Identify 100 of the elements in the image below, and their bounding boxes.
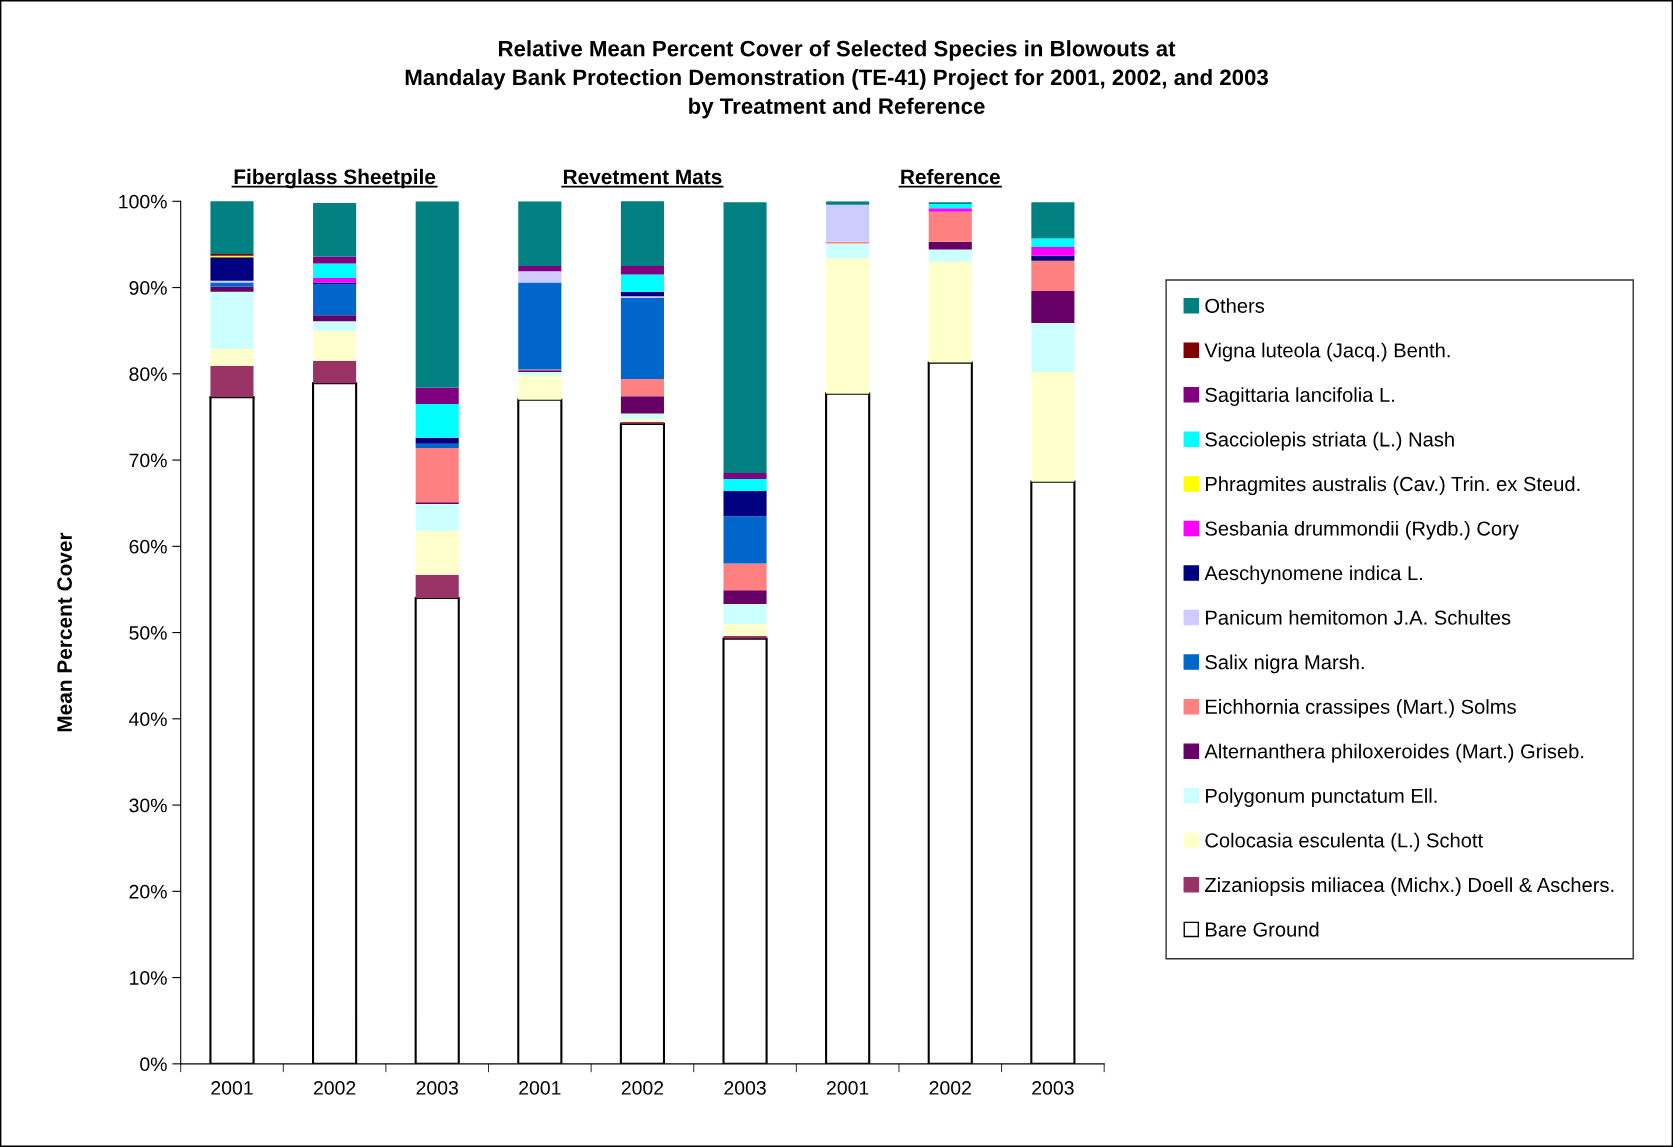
legend-label: Eichhornia crassipes (Mart.) Solms xyxy=(1206,699,1516,718)
bar xyxy=(1031,372,1075,482)
bar xyxy=(620,378,664,397)
y-tick-label: 20% xyxy=(129,884,167,899)
bar xyxy=(1031,291,1075,323)
y-tick-label: 100% xyxy=(119,194,167,209)
y-tick-label: 40% xyxy=(129,712,167,727)
bar xyxy=(210,282,254,287)
legend-label: Panicum hemitomon J.A. Schultes xyxy=(1206,609,1511,625)
y-tick-label: 10% xyxy=(130,971,167,985)
bar xyxy=(723,590,767,605)
bar xyxy=(415,387,459,404)
x-tick-label: 2003 xyxy=(416,1081,458,1095)
bar xyxy=(210,291,254,349)
x-tick-label: 2002 xyxy=(313,1081,356,1095)
bar xyxy=(210,257,254,281)
bar xyxy=(620,201,664,266)
bar xyxy=(518,201,562,266)
bar xyxy=(928,211,972,242)
x-tick-label: 2001 xyxy=(211,1081,253,1095)
bar xyxy=(928,241,972,250)
y-tick-label: 50% xyxy=(129,626,167,640)
y-tick-label: 80% xyxy=(129,367,167,382)
x-tick-label: 2003 xyxy=(1032,1081,1074,1095)
bar xyxy=(518,271,562,283)
bar xyxy=(518,265,562,272)
bar xyxy=(723,563,767,591)
bar xyxy=(928,208,972,212)
y-tick-label: 30% xyxy=(129,798,167,813)
bar xyxy=(826,258,870,394)
bar xyxy=(313,330,357,361)
bar xyxy=(928,261,972,363)
x-tick-label: 2001 xyxy=(519,1081,561,1095)
legend-label: Sagittaria lancifolia L. xyxy=(1205,387,1394,407)
bar xyxy=(415,530,459,575)
bar xyxy=(723,623,767,637)
x-tick-label: 2001 xyxy=(827,1081,869,1095)
legend-label: Colocasia esculenta (L.) Schott xyxy=(1205,832,1483,852)
bar xyxy=(415,443,459,448)
bar xyxy=(1031,247,1075,256)
legend-label: Sacciolepis striata (L.) Nash xyxy=(1205,431,1454,451)
bar xyxy=(313,278,357,283)
x-tick-label: 2002 xyxy=(929,1081,971,1095)
bar xyxy=(313,321,357,331)
text: Fiberglass Sheetpile xyxy=(234,168,436,189)
legend-label: Zizaniopsis miliacea (Michx.) Doell & Aschers. xyxy=(1205,877,1614,897)
bar xyxy=(1031,202,1075,239)
bar xyxy=(723,202,767,473)
legend-label: Salix nigra Marsh. xyxy=(1205,654,1364,674)
x-tick-label: 2002 xyxy=(621,1081,664,1095)
legend-label: Alternanthera philoxeroides (Mart.) Griseb. xyxy=(1204,743,1584,763)
legend-label: Sesbania drummondii (Rydb.) Cory xyxy=(1205,520,1519,540)
bar xyxy=(723,516,767,564)
bar xyxy=(1031,238,1075,248)
y-axis-title: Mean Percent Cover xyxy=(57,532,72,732)
legend-label: Others xyxy=(1205,298,1265,313)
bar xyxy=(928,249,972,262)
bar xyxy=(620,297,664,379)
bar xyxy=(415,447,459,503)
legend-label: Phragmites australis (Cav.) Trin. ex Steud. xyxy=(1206,476,1580,496)
bar xyxy=(415,504,459,531)
legend-label: Aeschynomene indica L. xyxy=(1204,565,1422,585)
bar xyxy=(518,375,562,400)
bar xyxy=(1031,260,1075,291)
bar xyxy=(1031,255,1075,261)
bar xyxy=(313,360,357,384)
chart-title: Relative Mean Percent Cover of Selected Species in Blowouts at Mandalay Bank Protection Demonstration (TE-41) Project for 2001, 2002, and 2003 by Treatment and Reference xyxy=(405,40,1268,119)
bar xyxy=(210,366,254,398)
bar xyxy=(210,348,254,367)
bar xyxy=(210,286,254,292)
bar xyxy=(723,636,767,639)
y-tick-label: 70% xyxy=(129,453,167,468)
bar xyxy=(415,574,459,599)
bar xyxy=(723,479,767,492)
bar xyxy=(313,315,357,322)
y-tick-label: 90% xyxy=(129,281,167,295)
legend-label: Bare Ground xyxy=(1206,921,1319,937)
bar xyxy=(826,204,870,242)
bar xyxy=(415,404,459,438)
bar xyxy=(210,201,254,254)
bar xyxy=(723,473,767,480)
text: Reference xyxy=(901,168,1000,185)
text: Revetment Mats xyxy=(563,169,722,185)
bar xyxy=(826,243,870,259)
bar xyxy=(518,282,562,370)
legend-label: Polygonum punctatum Ell. xyxy=(1206,788,1437,807)
bar xyxy=(620,265,664,275)
bar xyxy=(723,491,767,517)
bar xyxy=(928,203,972,209)
bar xyxy=(415,437,459,444)
y-tick-label: 60% xyxy=(129,539,167,554)
bar xyxy=(620,274,664,292)
bar xyxy=(313,263,357,279)
x-tick-label: 2003 xyxy=(724,1081,766,1095)
bar xyxy=(313,203,357,257)
bar xyxy=(620,396,664,414)
bar xyxy=(723,604,767,624)
bar xyxy=(620,413,664,419)
bar xyxy=(620,291,664,297)
legend-label: Vigna luteola (Jacq.) Benth. xyxy=(1204,342,1450,362)
